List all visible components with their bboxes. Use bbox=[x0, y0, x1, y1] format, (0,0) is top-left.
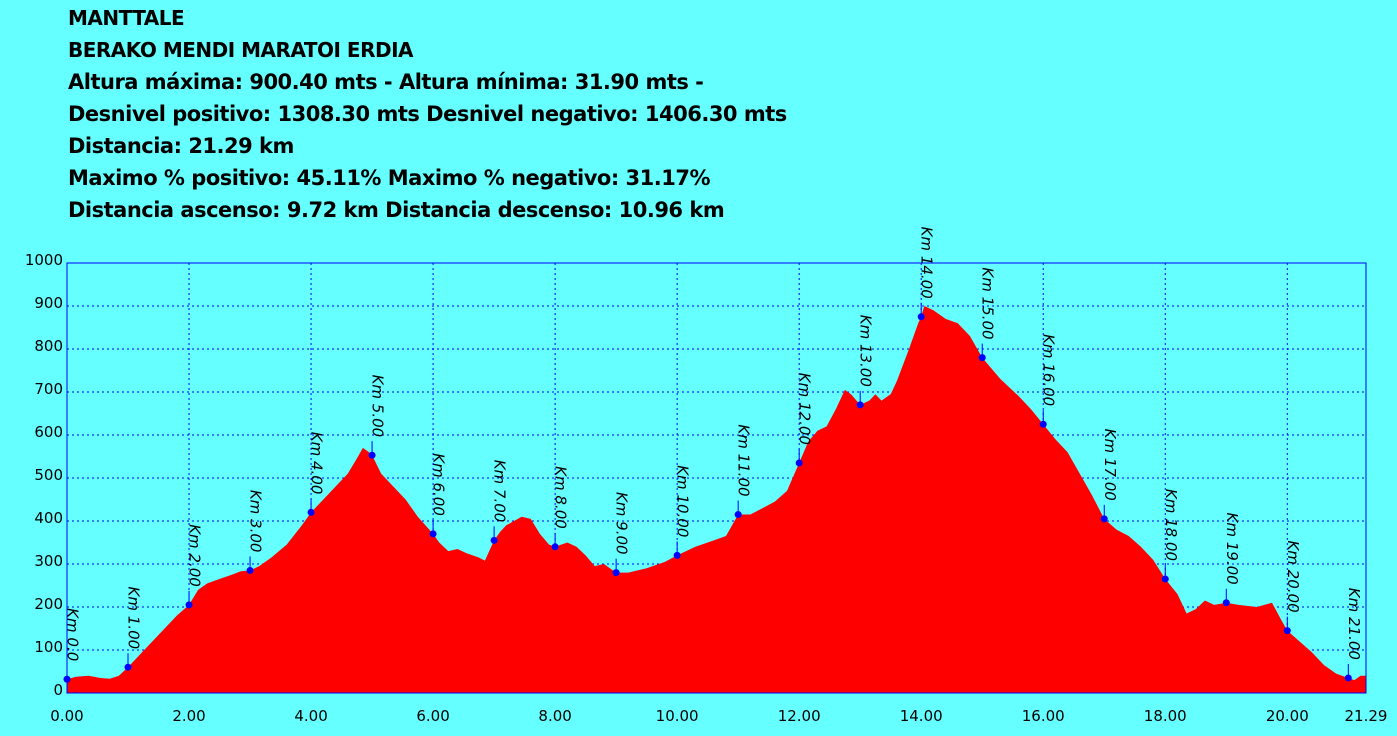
chart-title: MANTTALE bbox=[68, 6, 185, 30]
gradient-summary: Maximo % positivo: 45.11% Maximo % negat… bbox=[68, 166, 710, 190]
y-tick-label: 200 bbox=[34, 595, 63, 613]
km-marker-dot bbox=[673, 551, 681, 559]
y-tick-label: 900 bbox=[34, 294, 63, 312]
km-marker-label: Km 21.00 bbox=[1345, 588, 1363, 660]
km-marker-label: Km 12.00 bbox=[796, 373, 814, 445]
y-tick-label: 800 bbox=[34, 337, 63, 355]
y-tick-label: 500 bbox=[34, 466, 63, 484]
km-marker-dot bbox=[917, 313, 925, 321]
y-tick-label: 700 bbox=[34, 380, 63, 398]
km-marker-dot bbox=[978, 354, 986, 362]
km-marker-label: Km 16.00 bbox=[1040, 334, 1058, 406]
chart-subtitle: BERAKO MENDI MARATOI ERDIA bbox=[68, 38, 413, 62]
km-marker-label: Km 19.00 bbox=[1223, 513, 1241, 585]
ascent-descent-summary: Distancia ascenso: 9.72 km Distancia des… bbox=[68, 198, 725, 222]
x-tick-label: 14.00 bbox=[900, 707, 943, 725]
altitude-summary: Altura máxima: 900.40 mts - Altura mínim… bbox=[68, 70, 704, 94]
km-marker-label: Km 1.00 bbox=[125, 587, 143, 650]
distance-summary: Distancia: 21.29 km bbox=[68, 134, 294, 158]
km-marker-label: Km 18.00 bbox=[1162, 489, 1180, 561]
y-tick-label: 100 bbox=[34, 638, 63, 656]
km-marker-label: Km 9.00 bbox=[613, 492, 631, 555]
km-marker-label: Km 2.00 bbox=[186, 524, 204, 587]
y-tick-label: 600 bbox=[34, 423, 63, 441]
km-markers: Km 0.0 Km 1.00 Km 2.00 Km 3.00 Km 4.00 Km 5.0… bbox=[63, 227, 1363, 683]
x-tick-label: 4.00 bbox=[294, 707, 327, 725]
km-marker-dot bbox=[490, 536, 498, 544]
y-tick-label: 0 bbox=[53, 681, 63, 699]
km-marker-dot bbox=[1283, 627, 1291, 635]
x-tick-label: 18.00 bbox=[1144, 707, 1187, 725]
km-marker-label: Km 0.0 bbox=[64, 608, 82, 661]
y-axis-ticks: 0 100 200 300 400 500 600 700 800 900 1000 bbox=[25, 251, 63, 699]
elevation-gain-summary: Desnivel positivo: 1308.30 mts Desnivel … bbox=[68, 102, 787, 126]
km-marker-label: Km 13.00 bbox=[857, 315, 875, 387]
km-marker-dot bbox=[551, 543, 559, 551]
km-marker-label: Km 17.00 bbox=[1101, 429, 1119, 501]
km-marker-label: Km 11.00 bbox=[735, 424, 753, 496]
km-marker-label: Km 7.00 bbox=[491, 460, 509, 523]
km-marker-label: Km 3.00 bbox=[247, 490, 265, 553]
km-marker-dot bbox=[246, 566, 254, 574]
km-marker-dot bbox=[856, 401, 864, 409]
y-tick-label: 400 bbox=[34, 509, 63, 527]
x-tick-label: 6.00 bbox=[416, 707, 449, 725]
km-marker-label: Km 4.00 bbox=[308, 432, 326, 495]
km-marker-dot bbox=[734, 511, 742, 519]
km-marker-dot bbox=[307, 508, 315, 516]
km-marker-label: Km 14.00 bbox=[918, 227, 936, 299]
km-marker-dot bbox=[124, 663, 132, 671]
km-marker-dot bbox=[795, 459, 803, 467]
km-marker-dot bbox=[1222, 599, 1230, 607]
km-marker-dot bbox=[368, 451, 376, 459]
km-marker-dot bbox=[1344, 674, 1352, 682]
km-marker-dot bbox=[185, 601, 193, 609]
km-marker-label: Km 20.00 bbox=[1284, 540, 1302, 612]
km-marker-dot bbox=[612, 569, 620, 577]
x-tick-label: 20.00 bbox=[1266, 707, 1309, 725]
km-marker-label: Km 5.00 bbox=[369, 375, 387, 438]
x-tick-label: 2.00 bbox=[172, 707, 205, 725]
km-marker-dot bbox=[1161, 575, 1169, 583]
x-axis-ticks: 0.00 2.00 4.00 6.00 8.00 10.00 12.00 14.00 16.00… bbox=[50, 707, 1387, 725]
km-marker-label: Km 10.00 bbox=[674, 465, 692, 537]
y-tick-label: 300 bbox=[34, 552, 63, 570]
plot-frame bbox=[66, 262, 1367, 694]
header: MANTTALE BERAKO MENDI MARATOI ERDIA Altu… bbox=[68, 2, 787, 226]
km-marker-dot bbox=[63, 675, 71, 683]
km-marker-dot bbox=[429, 530, 437, 538]
x-tick-label: 10.00 bbox=[656, 707, 699, 725]
km-marker-dot bbox=[1039, 420, 1047, 428]
x-tick-label: 8.00 bbox=[538, 707, 571, 725]
km-marker-dot bbox=[1100, 515, 1108, 523]
km-marker-label: Km 6.00 bbox=[430, 453, 448, 516]
y-tick-label: 1000 bbox=[25, 251, 63, 269]
x-tick-label: 16.00 bbox=[1022, 707, 1065, 725]
elevation-area bbox=[67, 306, 1366, 693]
x-tick-label: 21.29 bbox=[1345, 707, 1388, 725]
x-tick-label: 12.00 bbox=[778, 707, 821, 725]
km-marker-label: Km 8.00 bbox=[552, 466, 570, 529]
x-tick-label: 0.00 bbox=[50, 707, 83, 725]
km-marker-label: Km 15.00 bbox=[979, 267, 997, 339]
